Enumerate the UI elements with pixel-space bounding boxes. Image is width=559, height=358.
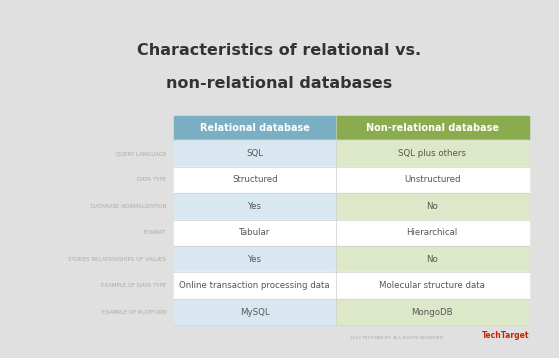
- Text: non-relational databases: non-relational databases: [167, 77, 392, 92]
- Bar: [174, 140, 335, 167]
- Text: DATA TYPE: DATA TYPE: [138, 178, 167, 183]
- Text: TechTarget: TechTarget: [481, 332, 529, 340]
- Text: No: No: [427, 255, 438, 264]
- Text: DATABASE NORMALIZATION: DATABASE NORMALIZATION: [91, 204, 167, 209]
- Text: 2023 TECHTARGET. ALL RIGHTS RESERVED.: 2023 TECHTARGET. ALL RIGHTS RESERVED.: [350, 337, 444, 340]
- Text: No: No: [427, 202, 438, 211]
- Bar: [174, 272, 335, 299]
- Bar: [174, 116, 335, 140]
- Bar: [174, 193, 335, 219]
- Bar: [335, 140, 529, 167]
- Bar: [174, 299, 335, 325]
- Bar: [335, 219, 529, 246]
- Bar: [335, 167, 529, 193]
- Text: Relational database: Relational database: [200, 123, 310, 133]
- Bar: [335, 246, 529, 272]
- Text: SQL: SQL: [247, 149, 263, 158]
- Text: MongoDB: MongoDB: [411, 308, 453, 316]
- Text: STORES RELATIONSHIPS OF VALUES: STORES RELATIONSHIPS OF VALUES: [69, 257, 167, 262]
- Text: SQL plus others: SQL plus others: [399, 149, 466, 158]
- Text: Structured: Structured: [232, 175, 278, 184]
- Text: Hierarchical: Hierarchical: [406, 228, 458, 237]
- Text: Unstructured: Unstructured: [404, 175, 461, 184]
- Text: Characteristics of relational vs.: Characteristics of relational vs.: [138, 43, 421, 58]
- Text: EXAMPLE OF PLATFORM: EXAMPLE OF PLATFORM: [102, 310, 167, 315]
- Text: Molecular structure data: Molecular structure data: [380, 281, 485, 290]
- Bar: [335, 299, 529, 325]
- Text: MySQL: MySQL: [240, 308, 269, 316]
- Bar: [335, 272, 529, 299]
- Text: EXAMPLE OF DATA TYPE: EXAMPLE OF DATA TYPE: [101, 283, 167, 288]
- Bar: [174, 246, 335, 272]
- Text: Yes: Yes: [248, 255, 262, 264]
- Text: Online transaction processing data: Online transaction processing data: [179, 281, 330, 290]
- Bar: [174, 167, 335, 193]
- Bar: [335, 116, 529, 140]
- Text: QUERY LANGUAGE: QUERY LANGUAGE: [116, 151, 167, 156]
- Text: Non-relational database: Non-relational database: [366, 123, 499, 133]
- Bar: [174, 219, 335, 246]
- Text: FORMAT: FORMAT: [144, 230, 167, 235]
- Text: Tabular: Tabular: [239, 228, 271, 237]
- Bar: [335, 193, 529, 219]
- Text: Yes: Yes: [248, 202, 262, 211]
